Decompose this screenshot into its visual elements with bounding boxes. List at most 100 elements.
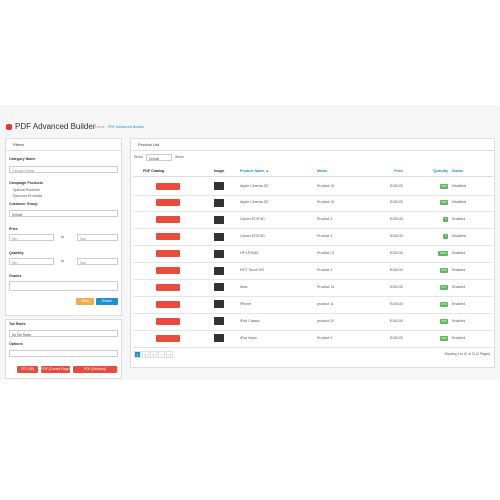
quantity-badge: 995 bbox=[439, 318, 448, 324]
select[interactable]: No Tax Rates bbox=[9, 330, 118, 337]
pdf-button[interactable]: PDF (All) bbox=[17, 366, 38, 373]
page-link[interactable]: 3 bbox=[150, 351, 157, 358]
clear-button[interactable]: Clear bbox=[76, 298, 94, 305]
label: to bbox=[61, 259, 64, 263]
page-link[interactable]: > bbox=[158, 351, 165, 358]
input[interactable]: Min bbox=[9, 258, 54, 265]
status: Enabled bbox=[452, 284, 466, 289]
product-name: iMac bbox=[240, 284, 248, 289]
label: Options bbox=[9, 342, 23, 346]
product-name: HTC Touch HD bbox=[240, 268, 265, 272]
model: Product 3 bbox=[317, 234, 333, 239]
quantity-badge: 990 bbox=[439, 183, 448, 189]
pdf-row-button[interactable] bbox=[156, 199, 180, 207]
column-header[interactable]: Model bbox=[317, 169, 328, 173]
input[interactable]: Max bbox=[77, 234, 118, 241]
product-image bbox=[214, 215, 224, 224]
input[interactable]: Category Name bbox=[9, 166, 118, 173]
input[interactable]: Min bbox=[9, 234, 54, 241]
row-border bbox=[133, 312, 493, 314]
pdf-row-button[interactable] bbox=[156, 300, 180, 308]
panel-title: Product List bbox=[138, 142, 160, 147]
product-image bbox=[214, 300, 224, 309]
price: €100.00 bbox=[390, 234, 403, 239]
checkbox-label[interactable]: Special Products bbox=[13, 188, 40, 192]
product-image bbox=[214, 266, 224, 275]
price: €100.00 bbox=[390, 217, 403, 222]
row-border bbox=[133, 194, 493, 196]
row-border bbox=[133, 262, 493, 264]
pdf-row-button[interactable] bbox=[156, 250, 180, 258]
model: Product 21 bbox=[317, 251, 335, 256]
divider bbox=[130, 150, 495, 151]
status: Disabled bbox=[452, 183, 466, 188]
textarea[interactable] bbox=[9, 281, 118, 291]
product-image bbox=[214, 317, 224, 326]
model: Product 14 bbox=[317, 284, 335, 289]
label: Show bbox=[134, 155, 143, 159]
price: €100.00 bbox=[390, 318, 403, 323]
pdf-row-button[interactable] bbox=[156, 267, 180, 274]
page-link[interactable]: >| bbox=[166, 351, 173, 358]
status: Enabled bbox=[452, 268, 466, 272]
product-image bbox=[214, 283, 224, 292]
quantity-badge: 994 bbox=[439, 335, 448, 341]
status: Disabled bbox=[452, 200, 466, 205]
price: €100.00 bbox=[390, 183, 403, 188]
column-header[interactable]: Price bbox=[394, 169, 403, 173]
pdf-row-button[interactable] bbox=[156, 233, 180, 241]
column-header[interactable]: Status bbox=[452, 169, 463, 173]
select[interactable]: Default bbox=[9, 210, 118, 217]
status: Enabled bbox=[452, 318, 466, 323]
input[interactable] bbox=[9, 350, 118, 357]
input[interactable]: Max bbox=[77, 258, 118, 265]
pdf-row-button[interactable] bbox=[156, 317, 180, 325]
breadcrumb[interactable]: PDF Advanced Builder bbox=[108, 125, 145, 129]
pdf-row-button[interactable] bbox=[156, 334, 180, 342]
status: Enabled bbox=[452, 217, 466, 222]
pdf-row-button[interactable] bbox=[156, 182, 180, 190]
column-header[interactable]: Quantity bbox=[433, 169, 448, 173]
column-header[interactable]: Product Name ▲ bbox=[240, 169, 269, 173]
label: Quantity bbox=[9, 251, 24, 255]
model: product 20 bbox=[317, 318, 334, 323]
page-title: PDF Advanced Builder bbox=[15, 122, 96, 131]
product-name: Canon EOS 5D bbox=[240, 217, 265, 222]
price: €100.00 bbox=[390, 268, 403, 272]
label: Price bbox=[9, 227, 18, 231]
quantity-badge: 939 bbox=[439, 268, 448, 273]
select[interactable]: Default bbox=[146, 154, 172, 161]
page-link[interactable]: 2 bbox=[142, 351, 149, 358]
pdf-button[interactable]: PDF (Current Page) bbox=[41, 366, 70, 373]
product-name: iPod Classic bbox=[240, 318, 260, 323]
price: €100.00 bbox=[390, 335, 403, 340]
quantity-badge: 7 bbox=[443, 217, 448, 223]
panel-title: Filters bbox=[13, 142, 24, 147]
quantity-badge: 977 bbox=[439, 284, 448, 290]
checkbox-label[interactable]: Discount Products bbox=[13, 194, 43, 198]
divider bbox=[5, 150, 122, 151]
row-border bbox=[133, 279, 493, 280]
price: €100.00 bbox=[390, 251, 403, 256]
pdf-row-button[interactable] bbox=[156, 283, 180, 291]
product-name: Apple Cinema 30" bbox=[240, 200, 269, 205]
product-name: HP LP3065 bbox=[240, 251, 259, 256]
label: to bbox=[61, 235, 64, 239]
search-button[interactable]: Search bbox=[96, 298, 118, 305]
pdf-row-button[interactable] bbox=[156, 216, 180, 224]
price: €100.00 bbox=[390, 301, 403, 306]
row-border bbox=[133, 211, 493, 213]
row-border bbox=[133, 295, 493, 297]
product-image bbox=[214, 198, 224, 207]
status: Enabled bbox=[452, 251, 466, 256]
column-header: PDF Catalog bbox=[143, 169, 165, 173]
pdf-button[interactable]: PDF (Selected) bbox=[73, 366, 117, 373]
quantity-badge: 7 bbox=[443, 234, 448, 240]
model: product 11 bbox=[317, 301, 334, 306]
page-link[interactable]: 1 bbox=[134, 351, 141, 358]
summary: Showing 1 to 10 of 21 (3 Pages) bbox=[444, 352, 490, 356]
label: Category Name bbox=[9, 157, 36, 161]
breadcrumb[interactable]: Home bbox=[95, 125, 105, 129]
quantity-badge: 1000 bbox=[438, 251, 448, 257]
